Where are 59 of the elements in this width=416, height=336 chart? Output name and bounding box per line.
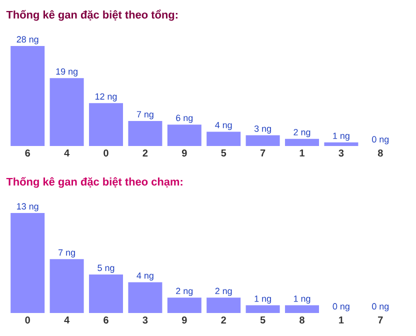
- data-label: 0 ng: [372, 136, 389, 144]
- data-label: 4 ng: [136, 272, 154, 281]
- data-label: 1 ng: [294, 296, 310, 304]
- data-label: 1 ng: [254, 296, 271, 304]
- x-tick-label: 5: [260, 316, 266, 324]
- x-tick-label: 0: [25, 316, 30, 324]
- data-label: 13 ng: [17, 203, 38, 212]
- data-label: 2 ng: [176, 288, 193, 296]
- x-tick-label: 0: [104, 150, 108, 157]
- data-label: 0 ng: [372, 303, 389, 312]
- x-tick-label: 7: [260, 150, 266, 156]
- data-label: 2 ng: [215, 288, 232, 296]
- data-label: 28 ng: [16, 36, 38, 44]
- x-tick-label: 7: [378, 316, 383, 324]
- bar: [167, 124, 202, 146]
- bar: [89, 274, 123, 313]
- x-tick-label: 3: [142, 316, 148, 324]
- data-label: 2 ng: [294, 129, 310, 138]
- x-tick-label: 1: [339, 316, 344, 324]
- bar: [89, 103, 123, 146]
- x-tick-label: 4: [64, 150, 70, 156]
- bar: [10, 46, 45, 146]
- data-label: 0 ng: [332, 303, 350, 312]
- bar: [285, 138, 319, 146]
- data-label: 3 ng: [254, 125, 271, 134]
- bar: [206, 298, 241, 313]
- bar: [167, 298, 202, 313]
- x-tick-label: 2: [221, 316, 226, 324]
- bar: [128, 120, 162, 146]
- data-label: 1 ng: [333, 132, 350, 141]
- bar: [246, 135, 280, 146]
- data-label: 12 ng: [95, 93, 117, 102]
- x-tick-label: 9: [182, 316, 187, 324]
- chart-title: Thống kê gan đặc biệt theo tổng:: [6, 10, 178, 21]
- data-label: 7 ng: [58, 249, 75, 258]
- bar: [206, 132, 241, 146]
- x-tick-label: 6: [104, 316, 108, 324]
- x-tick-label: 8: [378, 150, 383, 157]
- x-tick-label: 4: [64, 316, 70, 324]
- bar: [324, 142, 358, 146]
- x-tick-label: 8: [300, 316, 304, 324]
- bar: [285, 305, 319, 313]
- x-tick-label: 1: [300, 150, 304, 156]
- x-tick-label: 6: [25, 150, 30, 157]
- bar: [10, 213, 45, 313]
- data-label: 6 ng: [176, 114, 193, 123]
- x-tick-label: 9: [182, 150, 187, 157]
- bar: [246, 305, 280, 313]
- data-label: 19 ng: [56, 68, 78, 76]
- data-label: 4 ng: [215, 122, 232, 130]
- chart-title: Thống kê gan đặc biệt theo chạm:: [6, 177, 182, 188]
- bar: [50, 78, 84, 146]
- x-tick-label: 5: [221, 150, 226, 156]
- data-label: 5 ng: [98, 264, 114, 273]
- bar: [50, 259, 84, 313]
- bar: [128, 282, 162, 313]
- data-label: 7 ng: [136, 111, 154, 120]
- x-tick-label: 3: [338, 150, 344, 157]
- x-tick-label: 2: [142, 150, 148, 156]
